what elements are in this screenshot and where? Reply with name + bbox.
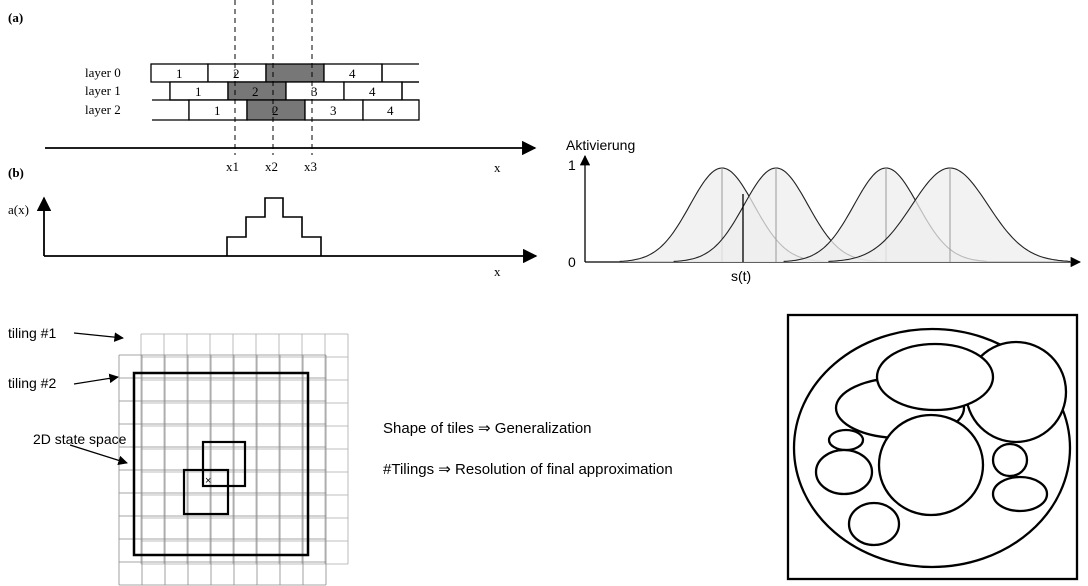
layer-1-label: layer 1 bbox=[85, 83, 121, 98]
active-tile-1 bbox=[201, 440, 247, 488]
tick-x1: x1 bbox=[226, 159, 239, 174]
state-space-label: 2D state space bbox=[33, 431, 127, 447]
receptive-field bbox=[847, 501, 901, 547]
tile-label: 3 bbox=[311, 84, 318, 99]
panel-b-label: (b) bbox=[8, 165, 24, 180]
tiling-panel: × tiling #1 tiling #2 2D state space bbox=[8, 325, 349, 586]
receptive-field bbox=[991, 475, 1049, 513]
panel-b-y-label: a(x) bbox=[8, 202, 29, 217]
tile-label: 3 bbox=[330, 103, 337, 118]
tile-label: 2 bbox=[272, 103, 279, 118]
tiling-1-arrow bbox=[73, 332, 124, 342]
tile-label: 4 bbox=[369, 84, 376, 99]
receptive-field bbox=[875, 342, 995, 412]
layer-1-tiles bbox=[169, 81, 419, 101]
activation-staircase bbox=[226, 197, 322, 256]
receptive-fields-panel bbox=[786, 313, 1079, 581]
tile-label: 1 bbox=[176, 66, 183, 81]
active-tile-2 bbox=[182, 468, 230, 516]
state-marker: × bbox=[205, 475, 211, 487]
gaussian-curves bbox=[619, 167, 1072, 262]
layer-2-label: layer 2 bbox=[85, 102, 121, 117]
tile-label: 2 bbox=[233, 66, 240, 81]
layer-0-label: layer 0 bbox=[85, 65, 121, 80]
receptive-field bbox=[827, 428, 865, 452]
receptive-field bbox=[814, 448, 874, 496]
panel-b: (b) a(x) x bbox=[8, 165, 538, 279]
tile-active bbox=[265, 63, 325, 83]
layer-2-tiles bbox=[152, 99, 420, 121]
tiling-2-arrow bbox=[73, 373, 119, 385]
tile bbox=[362, 99, 420, 121]
tile-label: 2 bbox=[252, 84, 259, 99]
note-resolution: #Tilings ⇒ Resolution of final approxima… bbox=[383, 461, 673, 478]
sample-lines bbox=[234, 0, 313, 155]
rbf-y-label: Aktivierung bbox=[566, 137, 635, 153]
state-space-boundary bbox=[132, 371, 310, 557]
receptive-field bbox=[877, 413, 985, 517]
tiling-2-label: tiling #2 bbox=[8, 375, 56, 391]
state-space-arrow bbox=[69, 444, 128, 465]
note-generalization: Shape of tiles ⇒ Generalization bbox=[383, 420, 592, 437]
tile-label: 1 bbox=[195, 84, 202, 99]
panel-a: (a) layer 0 layer 1 layer 2 1 2 4 1 2 3 … bbox=[8, 0, 537, 175]
layer-0-tiles bbox=[150, 63, 419, 83]
panel-b-axis-label: x bbox=[494, 264, 501, 279]
tick-x2: x2 bbox=[265, 159, 278, 174]
panel-a-axis-label: x bbox=[494, 160, 501, 175]
tile bbox=[152, 99, 190, 121]
panel-a-label: (a) bbox=[8, 10, 23, 25]
tile bbox=[401, 81, 419, 101]
tile bbox=[381, 63, 419, 83]
gaussian-curve bbox=[828, 167, 1071, 262]
rbf-x-label: s(t) bbox=[731, 268, 751, 284]
tile-label: 1 bbox=[214, 103, 221, 118]
rbf-y-top: 1 bbox=[568, 157, 576, 173]
rbf-panel: Aktivierung 1 0 s(t) bbox=[566, 137, 1082, 284]
tile-label: 4 bbox=[349, 66, 356, 81]
receptive-field bbox=[991, 442, 1029, 478]
tile-label: 4 bbox=[387, 103, 394, 118]
tiling-2-grid bbox=[118, 354, 327, 586]
tiling-1-label: tiling #1 bbox=[8, 325, 56, 341]
rbf-y-bottom: 0 bbox=[568, 254, 576, 270]
tick-x3: x3 bbox=[304, 159, 317, 174]
